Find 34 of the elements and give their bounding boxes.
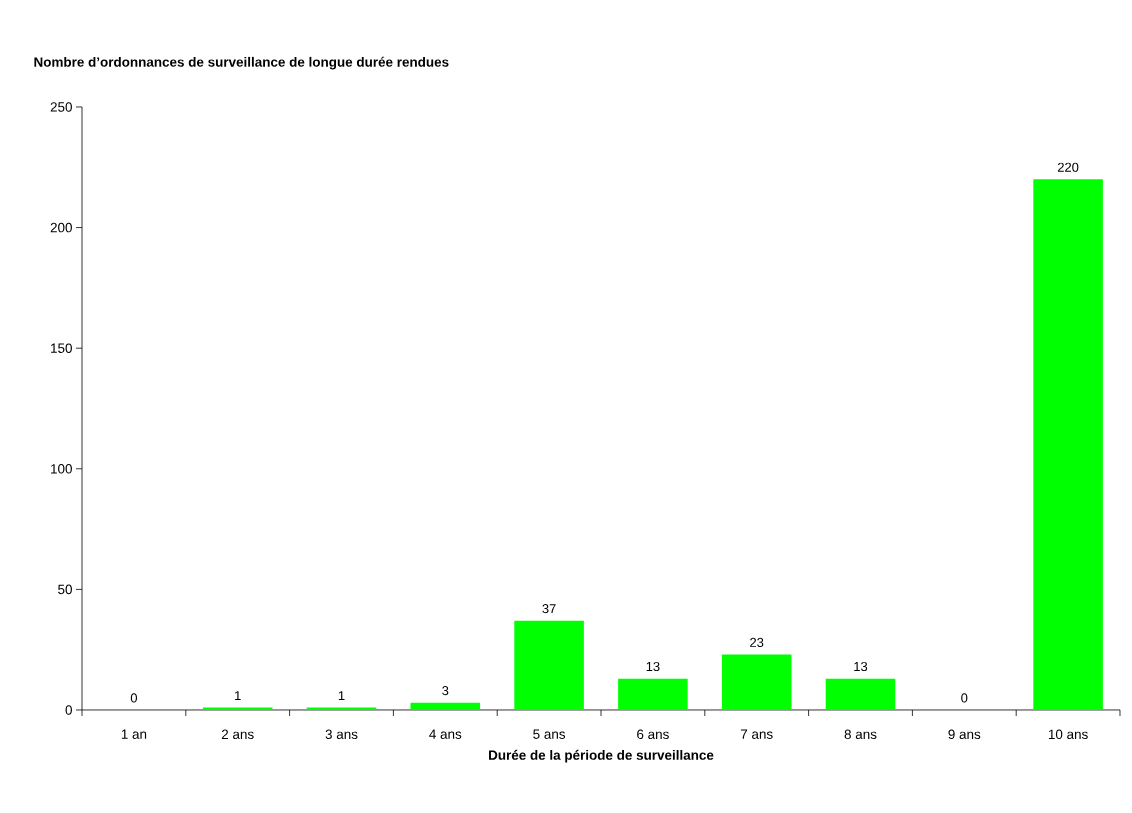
data-label: 3 — [442, 686, 449, 696]
bar — [618, 678, 688, 710]
x-tick-label: 1 an — [121, 729, 147, 739]
x-tick-label: 6 ans — [637, 729, 669, 740]
bar — [514, 620, 584, 710]
x-tick-label: 3 ans — [325, 729, 358, 740]
chart-title: Nombre d’ordonnances de surveillance de longue durée rendues — [34, 56, 449, 70]
y-tick-label: 150 — [51, 343, 72, 353]
x-tick-label: 9 ans — [948, 729, 981, 740]
data-label: 13 — [854, 661, 868, 672]
data-label: 1 — [338, 691, 345, 701]
x-axis-title: Durée de la période de surveillance — [489, 749, 714, 763]
data-label: 13 — [646, 661, 660, 672]
data-label: 220 — [1057, 162, 1079, 172]
data-label: 0 — [130, 693, 138, 703]
x-tick-label: 8 ans — [844, 729, 877, 740]
y-tick-label: 0 — [65, 705, 72, 715]
bar — [721, 654, 792, 710]
data-label: 37 — [542, 604, 556, 614]
data-label: 23 — [750, 637, 764, 647]
y-tick-label: 200 — [50, 222, 72, 233]
x-tick-label: 2 ans — [221, 729, 254, 740]
bar — [1033, 179, 1103, 710]
y-tick-label: 250 — [50, 102, 72, 112]
bar — [825, 678, 896, 710]
data-label: 0 — [961, 693, 968, 703]
bar — [410, 702, 481, 710]
x-tick-label: 10 ans — [1048, 729, 1088, 740]
x-tick-label: 4 ans — [429, 729, 462, 739]
data-label: 1 — [235, 691, 241, 701]
x-tick-label: 5 ans — [533, 729, 566, 739]
x-tick-label: 7 ans — [740, 729, 773, 739]
y-tick-label: 100 — [51, 464, 72, 474]
y-tick-label: 50 — [58, 584, 72, 595]
